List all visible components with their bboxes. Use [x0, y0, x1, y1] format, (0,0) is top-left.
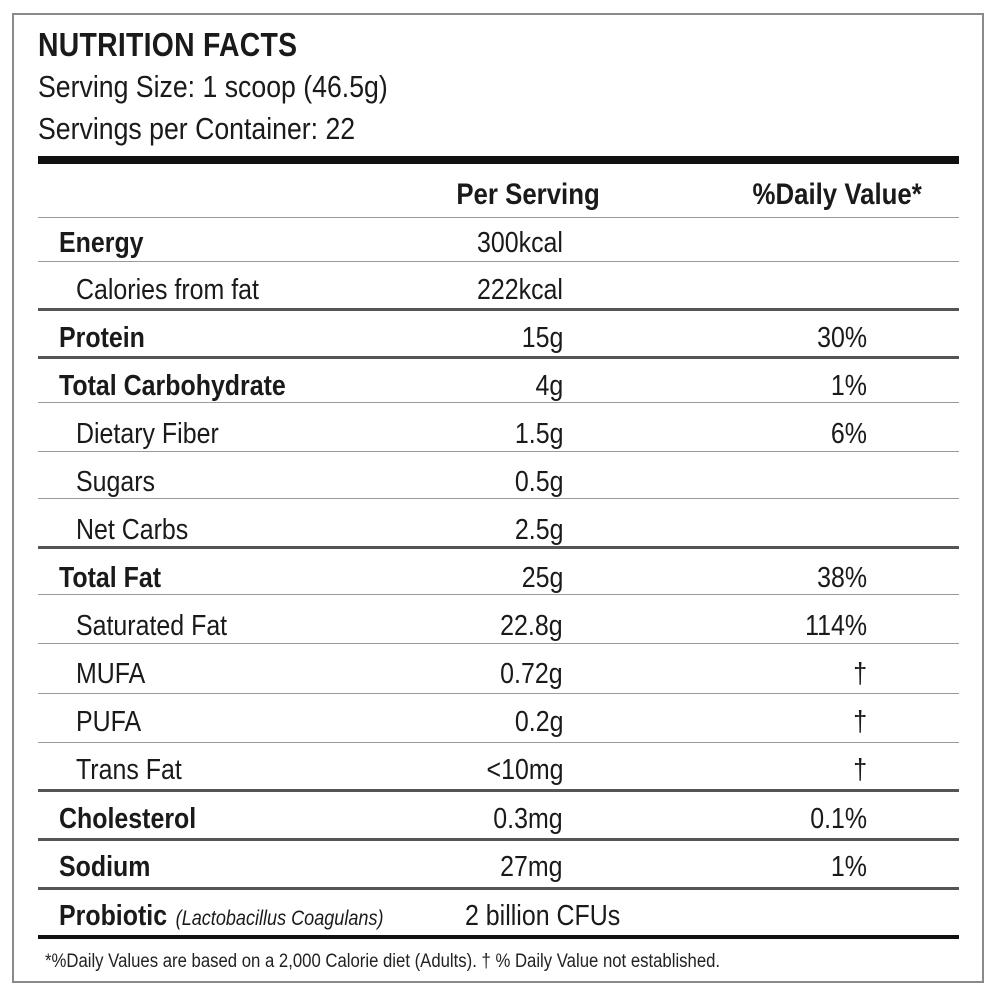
probiotic-strain: (Lactobacillus Coagulans) — [175, 907, 384, 930]
row-divider-bold — [38, 308, 959, 311]
nutrient-daily-value: 0.1% — [810, 803, 867, 835]
column-header-row: Per Serving %Daily Value* — [0, 171, 1000, 217]
row-divider-bold — [38, 546, 959, 549]
nutrient-name: Net Carbs — [76, 514, 189, 546]
table-row: Sugars 0.5g — [0, 458, 1000, 504]
nutrient-name: PUFA — [76, 706, 142, 738]
nutrient-amount: 0.3mg — [493, 803, 563, 835]
nutrient-amount: 0.5g — [514, 466, 563, 498]
table-row: MUFA 0.72g † — [0, 650, 1000, 696]
row-divider — [38, 742, 959, 743]
row-divider — [38, 402, 959, 403]
nutrient-name: Sodium — [59, 851, 151, 883]
table-row: Total Carbohydrate 4g 1% — [0, 362, 1000, 408]
row-divider — [38, 217, 959, 218]
nutrient-name: MUFA — [76, 658, 146, 690]
nutrient-name: Energy — [59, 227, 144, 259]
nutrient-amount: 22.8g — [500, 610, 563, 642]
nutrient-daily-value: 1% — [830, 851, 867, 883]
table-row: Cholesterol 0.3mg 0.1% — [0, 795, 1000, 841]
nutrient-amount: 300kcal — [477, 227, 563, 259]
row-divider-bold — [38, 887, 959, 890]
nutrient-daily-value: † — [853, 658, 867, 690]
row-divider-bold — [38, 356, 959, 359]
row-divider — [38, 261, 959, 262]
nutrient-amount: 2.5g — [514, 514, 563, 546]
table-row: Net Carbs 2.5g — [0, 506, 1000, 552]
nutrient-amount: 27mg — [500, 851, 563, 883]
nutrient-daily-value: 1% — [830, 370, 867, 402]
nutrient-name: Calories from fat — [76, 274, 259, 306]
nutrient-daily-value: † — [853, 754, 867, 786]
table-row: Sodium 27mg 1% — [0, 843, 1000, 889]
daily-value-header: %Daily Value* — [752, 178, 922, 211]
nutrient-daily-value: 30% — [817, 322, 867, 354]
serving-size: Serving Size: 1 scoop (46.5g) — [38, 69, 388, 104]
nutrient-name: Sugars — [76, 466, 156, 498]
nutrient-amount: 0.72g — [500, 658, 563, 690]
probiotic-row: Probiotic (Lactobacillus Coagulans) 2 bil… — [0, 892, 1000, 938]
nutrient-amount: 4g — [535, 370, 563, 402]
row-divider — [38, 594, 959, 595]
table-row: Energy 300kcal — [0, 219, 1000, 265]
table-row: Total Fat 25g 38% — [0, 554, 1000, 600]
nutrient-amount: 222kcal — [477, 274, 563, 306]
row-divider-bold — [38, 789, 959, 792]
probiotic-name-cell: Probiotic (Lactobacillus Coagulans) — [59, 898, 383, 937]
nutrient-name: Protein — [59, 322, 145, 354]
row-divider — [38, 643, 959, 644]
table-row: PUFA 0.2g † — [0, 698, 1000, 744]
row-divider — [38, 693, 959, 694]
nutrient-name: Total Carbohydrate — [59, 370, 286, 402]
bottom-divider — [38, 935, 959, 939]
table-row: Calories from fat 222kcal — [0, 266, 1000, 312]
nutrient-name: Total Fat — [59, 562, 162, 594]
nutrient-daily-value: 38% — [817, 562, 867, 594]
footnote: *%Daily Values are based on a 2,000 Calo… — [45, 951, 721, 972]
nutrient-daily-value: 6% — [830, 418, 867, 450]
nutrient-amount: 1.5g — [514, 418, 563, 450]
nutrient-name: Dietary Fiber — [76, 418, 219, 450]
nutrient-name: Cholesterol — [59, 803, 197, 835]
nutrient-amount: 0.2g — [514, 706, 563, 738]
nutrient-daily-value: † — [853, 706, 867, 738]
probiotic-amount: 2 billion CFUs — [465, 900, 621, 932]
row-divider-bold — [38, 838, 959, 841]
table-row: Dietary Fiber 1.5g 6% — [0, 410, 1000, 456]
per-serving-header: Per Serving — [456, 178, 600, 211]
nutrient-amount: 25g — [521, 562, 563, 594]
table-row: Trans Fat <10mg † — [0, 746, 1000, 792]
table-row: Protein 15g 30% — [0, 314, 1000, 360]
row-divider — [38, 498, 959, 499]
row-divider — [38, 451, 959, 452]
thick-divider — [38, 156, 959, 164]
probiotic-name: Probiotic — [59, 900, 168, 932]
nutrient-amount: <10mg — [486, 754, 563, 786]
nutrient-name: Saturated Fat — [76, 610, 228, 642]
servings-per-container: Servings per Container: 22 — [38, 111, 356, 146]
nutrient-amount: 15g — [521, 322, 563, 354]
nutrient-name: Trans Fat — [76, 754, 182, 786]
label-title: NUTRITION FACTS — [38, 26, 298, 63]
nutrient-daily-value: 114% — [805, 610, 867, 642]
table-row: Saturated Fat 22.8g 114% — [0, 602, 1000, 648]
